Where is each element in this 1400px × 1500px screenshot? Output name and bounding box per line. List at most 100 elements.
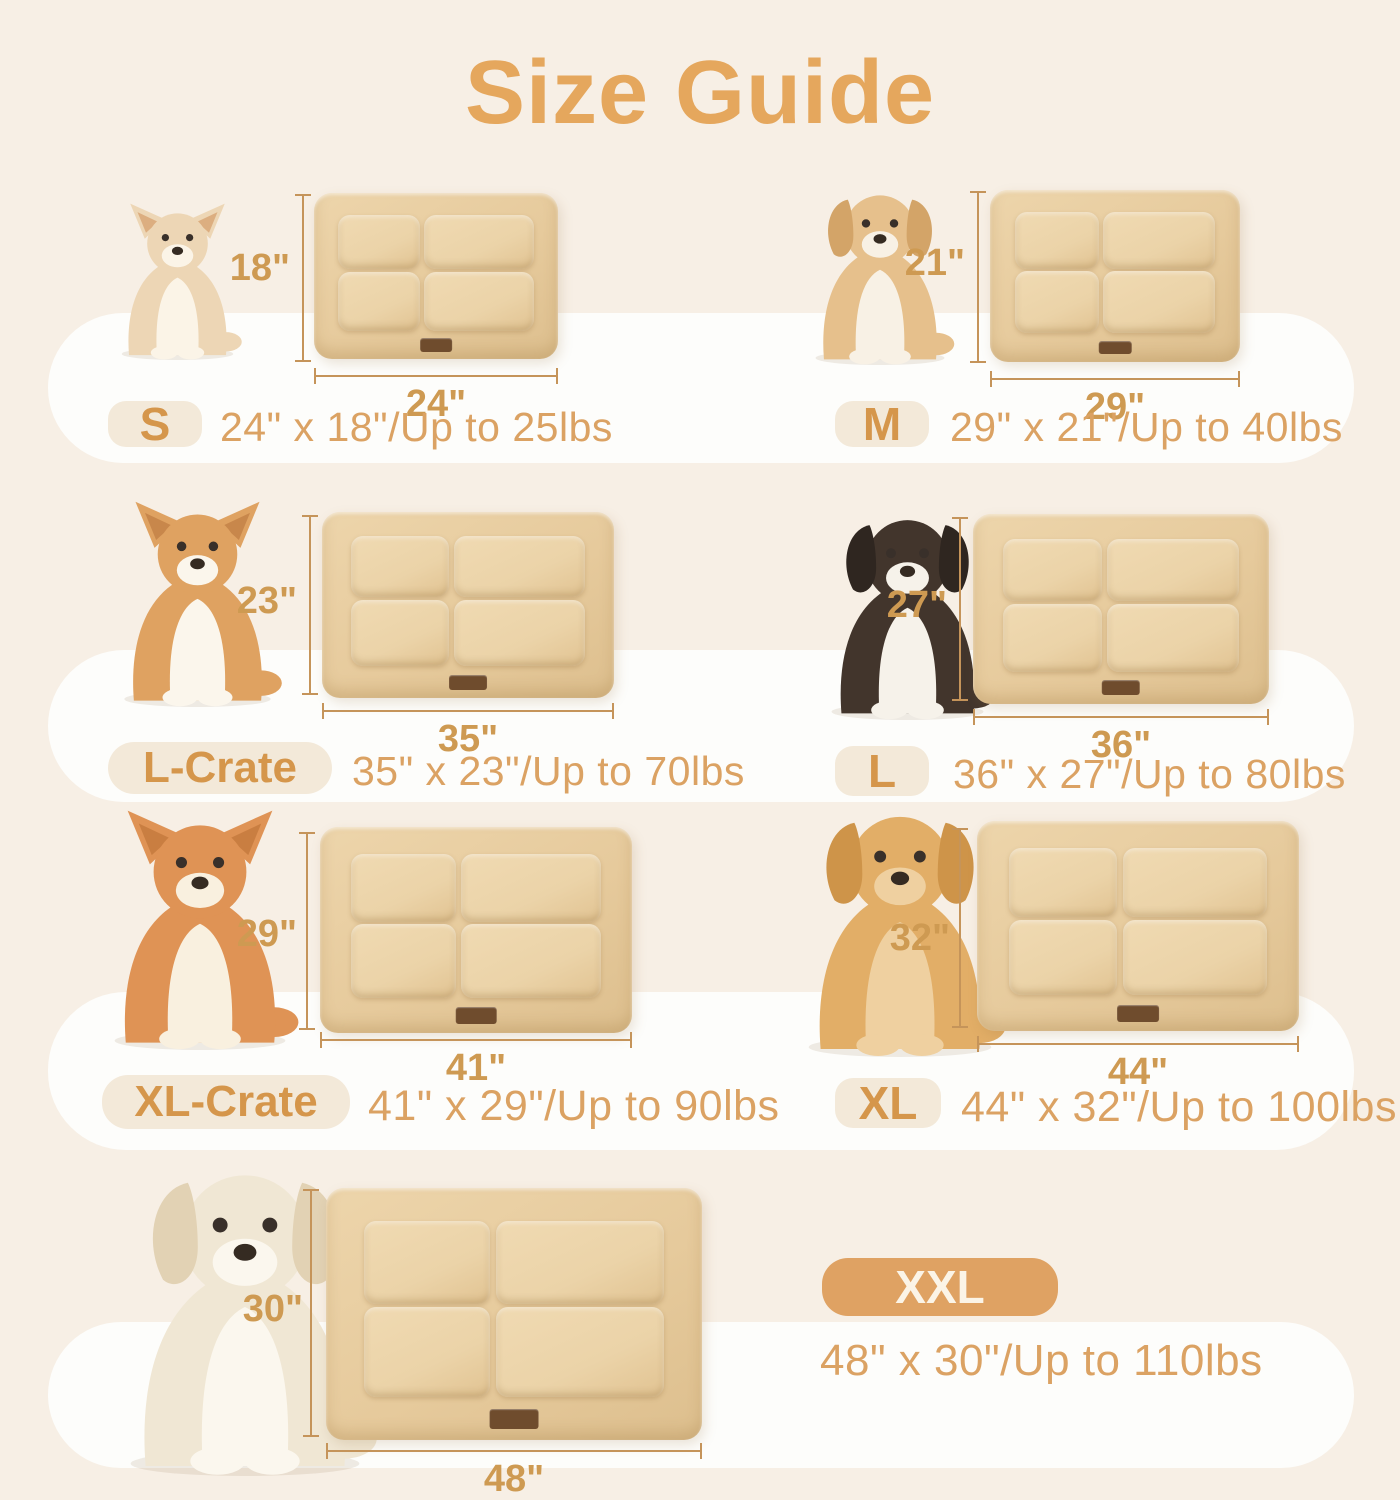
height-dimension-label: 23" [236, 580, 297, 622]
size-entry-xl: 32" 44" XL 44" x 32"/Up to 100lbs [765, 795, 1400, 1145]
crate-mat-photo [314, 193, 558, 359]
width-dimension-label: 44" [1107, 1051, 1169, 1093]
size-badge: XXL [822, 1258, 1058, 1316]
quilt-panel [363, 1220, 490, 1304]
width-dimension-label: 29" [1084, 386, 1146, 428]
quilt-panel [351, 599, 450, 667]
size-entry-s: 18" 24" S 24" x 18"/Up to 25lbs [60, 185, 710, 470]
crate-mat-photo [977, 821, 1299, 1031]
size-entry-m: 21" 29" M 29" x 21"/Up to 40lbs [765, 180, 1400, 470]
width-dimension-line [320, 1032, 632, 1048]
height-dimension-label: 30" [242, 1288, 303, 1330]
size-badge: XL [835, 1077, 941, 1129]
size-badge: XL-Crate [102, 1075, 350, 1129]
height-dimension-line [295, 194, 311, 362]
size-spec-text: 24" x 18"/Up to 25lbs [220, 404, 613, 450]
width-dimension-label: 35" [437, 718, 499, 760]
quilt-panel [1103, 212, 1215, 269]
width-dimension-label: 41" [445, 1047, 507, 1089]
crate-mat-photo [973, 514, 1269, 704]
brand-tag [489, 1408, 539, 1429]
quilt-panel [453, 599, 585, 667]
size-badge: M [835, 398, 929, 450]
quilt-panel [461, 853, 601, 922]
page-title: Size Guide [464, 43, 936, 143]
quilt-panel [1015, 271, 1099, 333]
size-spec-text: 41" x 29"/Up to 90lbs [368, 1082, 780, 1130]
height-dimension-label: 29" [236, 913, 297, 955]
quilt-panel [461, 924, 601, 998]
height-dimension-line [299, 832, 315, 1030]
quilt-panel [495, 1307, 665, 1398]
width-dimension-line [322, 703, 614, 719]
width-dimension-label: 48" [483, 1458, 545, 1500]
width-dimension-line [314, 368, 558, 384]
height-dimension-line [970, 191, 986, 363]
crate-mat-photo [990, 190, 1240, 362]
height-dimension-line [303, 1189, 319, 1437]
crate-mat-photo [322, 512, 614, 698]
quilt-panels [363, 1220, 665, 1398]
size-badge: L-Crate [108, 742, 332, 794]
height-dimension-line [302, 515, 318, 695]
size-spec-text: 35" x 23"/Up to 70lbs [352, 748, 745, 794]
size-spec-text: 29" x 21"/Up to 40lbs [950, 404, 1343, 450]
brand-tag [1117, 1004, 1159, 1022]
height-dimension-label: 18" [229, 247, 290, 289]
quilt-panel [1002, 538, 1103, 602]
size-entry-l: 27" 36" L 36" x 27"/Up to 80lbs [765, 492, 1400, 807]
quilt-panel [453, 536, 585, 598]
width-dimension-label: 24" [405, 383, 467, 425]
width-dimension-line [990, 371, 1240, 387]
height-dimension-label: 27" [886, 584, 947, 626]
quilt-panel [424, 214, 534, 270]
height-dimension-label: 21" [904, 242, 965, 284]
quilt-panels [351, 853, 601, 998]
brand-tag [1101, 680, 1141, 696]
quilt-panel [1103, 271, 1215, 333]
quilt-panel [363, 1307, 490, 1398]
crate-mat-photo [320, 827, 632, 1033]
quilt-panel [338, 214, 421, 270]
size-spec-text: 48" x 30"/Up to 110lbs [820, 1336, 1263, 1385]
width-dimension-label: 36" [1090, 724, 1152, 766]
brand-tag [1098, 340, 1132, 355]
quilt-panel [1009, 848, 1118, 918]
quilt-panel [1106, 538, 1240, 602]
size-badge: S [108, 398, 202, 450]
quilt-panel [1122, 920, 1267, 996]
size-spec-text: 36" x 27"/Up to 80lbs [953, 751, 1346, 797]
size-entry-l-crate: 23" 35" L-Crate 35" x 23"/Up to 70lbs [60, 492, 750, 807]
quilt-panel [424, 271, 534, 331]
height-dimension-label: 32" [889, 917, 950, 959]
quilt-panels [338, 214, 534, 331]
brand-tag [455, 1007, 497, 1024]
quilt-panel [1122, 848, 1267, 918]
width-dimension-line [973, 709, 1269, 725]
height-dimension-line [952, 517, 968, 701]
quilt-panel [495, 1220, 665, 1304]
size-badge: L [835, 745, 929, 797]
width-dimension-line [326, 1443, 702, 1459]
quilt-panel [351, 853, 457, 922]
quilt-panel [338, 271, 421, 331]
size-entry-xl-crate: 29" 41" XL-Crate 41" x 29"/Up to 90lbs [60, 795, 779, 1145]
quilt-panel [351, 924, 457, 998]
size-entry-xxl: 30" 48" XXL 48" x 30"/Up to 110lbs [60, 1140, 1360, 1500]
width-dimension-line [977, 1036, 1299, 1052]
quilt-panel [1106, 603, 1240, 672]
brand-tag [449, 674, 487, 690]
crate-mat-photo [326, 1188, 702, 1440]
quilt-panels [1002, 538, 1240, 672]
quilt-panels [1009, 848, 1267, 996]
quilt-panel [351, 536, 450, 598]
quilt-panels [351, 536, 585, 667]
quilt-panel [1009, 920, 1118, 996]
quilt-panels [1015, 212, 1215, 333]
height-dimension-line [952, 828, 968, 1028]
brand-tag [420, 338, 452, 352]
quilt-panel [1015, 212, 1099, 269]
size-spec-text: 44" x 32"/Up to 100lbs [961, 1083, 1397, 1131]
quilt-panel [1002, 603, 1103, 672]
